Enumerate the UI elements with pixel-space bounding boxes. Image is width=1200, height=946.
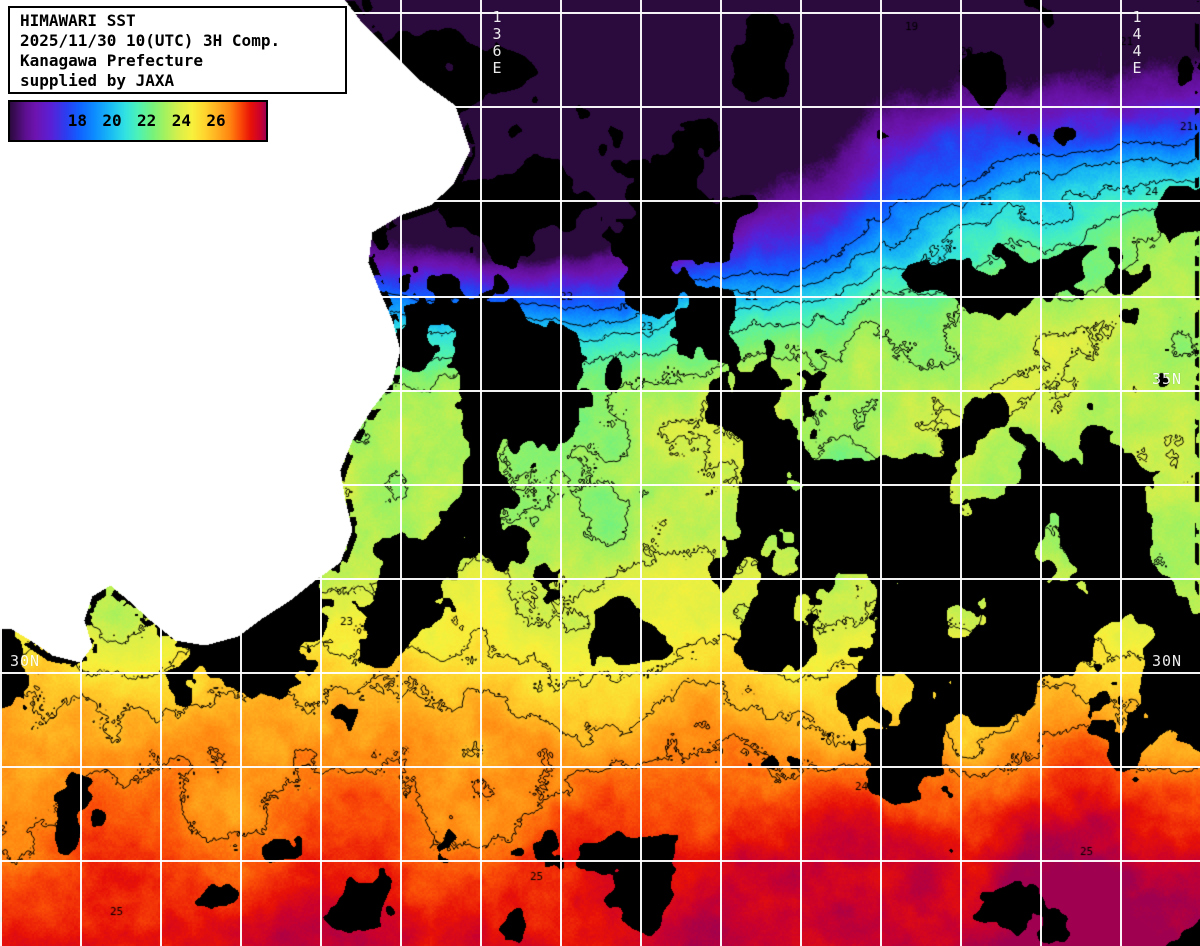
info-box: HIMAWARI SST 2025/11/30 10(UTC) 3H Comp.… [8,6,347,94]
product-org: Kanagawa Prefecture [20,51,204,70]
sst-colorbar [8,100,268,142]
product-credit: supplied by JAXA [20,71,175,90]
product-title: HIMAWARI SST [20,11,136,30]
product-datetime: 2025/11/30 10(UTC) 3H Comp. [20,31,281,50]
